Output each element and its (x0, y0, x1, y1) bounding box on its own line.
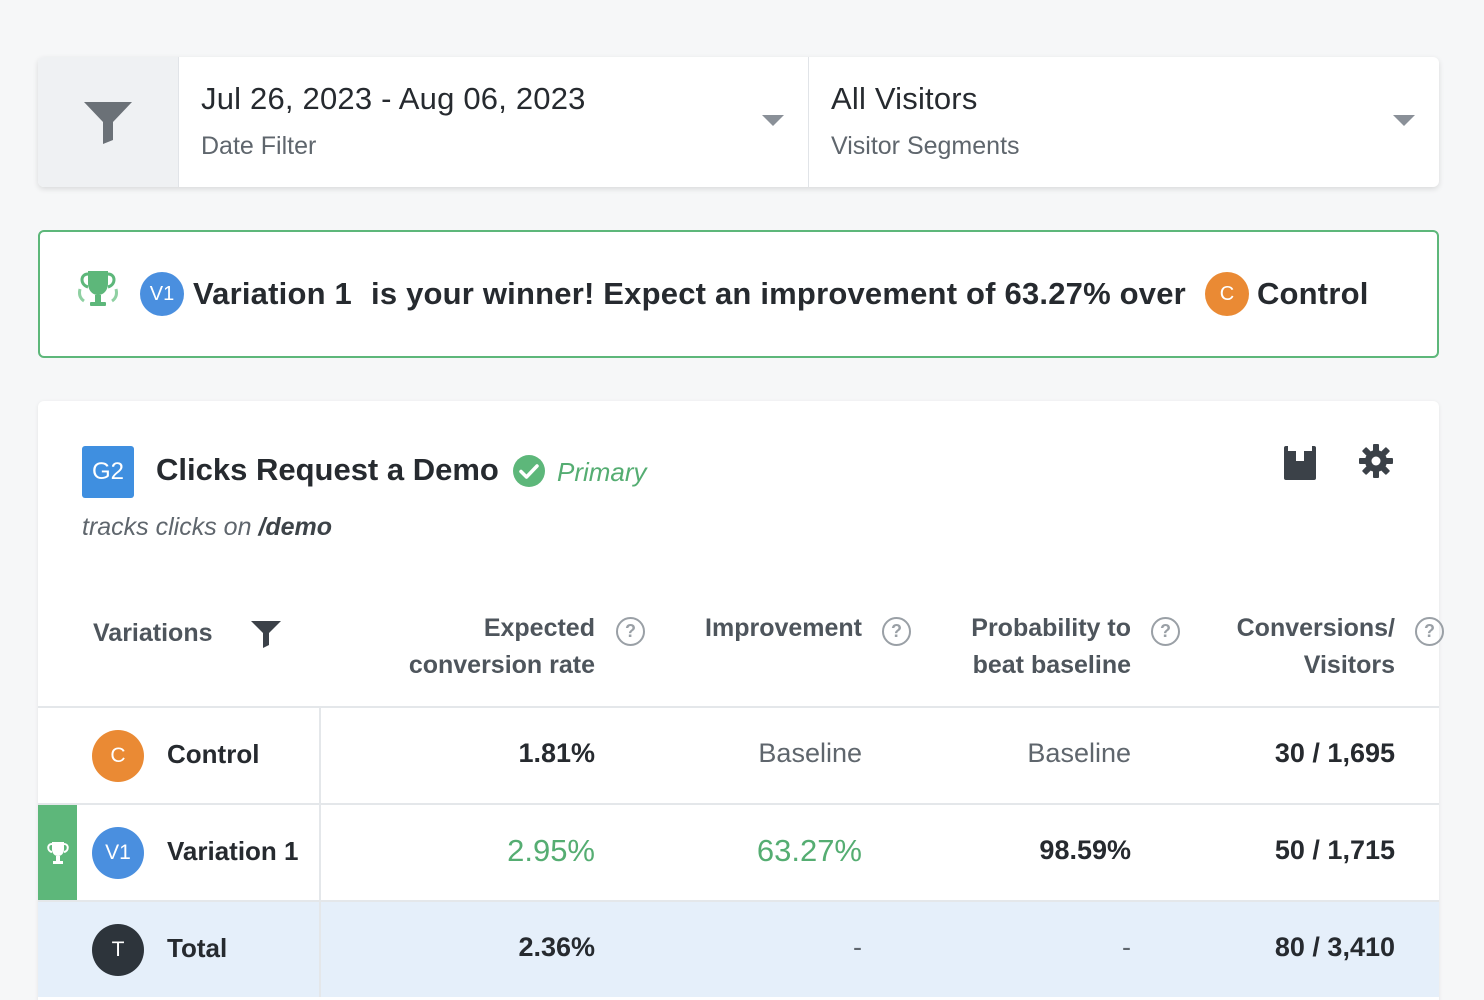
goal-title: Clicks Request a Demo (156, 452, 499, 487)
header-line: conversion rate (408, 651, 595, 679)
winner-banner: V1 Variation 1 is your winner! Expect an… (38, 230, 1439, 358)
goal-description: tracks clicks on /demo (82, 513, 332, 542)
header-line: Visitors (1303, 651, 1395, 679)
goal-description-prefix: tracks clicks on (82, 513, 252, 541)
goal-card: G2 Clicks Request a Demo Primary tracks … (38, 401, 1444, 1000)
table-row: V1 Variation 1 2.95% 63.27% 98.59% 50 / … (38, 803, 1439, 900)
winner-message: is your winner! Expect an improvement of… (371, 276, 1186, 311)
date-filter-label: Date Filter (201, 132, 317, 160)
primary-status-label: Primary (557, 457, 647, 487)
header-line: Probability to (971, 614, 1131, 642)
winner-marker (38, 805, 77, 900)
probability-value: 98.59% (1039, 835, 1131, 865)
column-header-conversions: Conversions/ Visitors (1135, 610, 1395, 684)
trophy-icon (46, 841, 69, 864)
help-icon[interactable]: ? (882, 617, 911, 646)
header-line: Expected (483, 614, 595, 642)
column-header-improvement: Improvement (705, 614, 862, 642)
column-header-expected-rate: Expected conversion rate (335, 610, 595, 684)
improvement-value: Baseline (758, 738, 862, 768)
date-filter-dropdown[interactable]: Jul 26, 2023 - Aug 06, 2023 Date Filter (179, 57, 809, 187)
control-badge: C (1204, 272, 1249, 316)
segment-value: All Visitors (831, 81, 978, 116)
help-icon[interactable]: ? (1151, 617, 1180, 646)
visitor-segment-dropdown[interactable]: All Visitors Visitor Segments (809, 57, 1439, 187)
conversions-value: 50 / 1,715 (1274, 835, 1395, 865)
chevron-down-icon (1393, 115, 1415, 126)
table-row-total: T Total 2.36% - - 80 / 3,410 (38, 900, 1439, 997)
goal-badge: G2 (82, 446, 134, 498)
chevron-down-icon (762, 115, 784, 126)
segment-label: Visitor Segments (831, 132, 1020, 160)
variation-badge: V1 (140, 272, 184, 316)
baseline-name: Control (1256, 276, 1369, 311)
improvement-value: - (853, 932, 862, 962)
table-row: C Control 1.81% Baseline Baseline 30 / 1… (38, 706, 1439, 803)
winner-name: Variation 1 (193, 276, 352, 311)
filter-icon[interactable] (250, 620, 282, 648)
total-badge: T (92, 924, 144, 976)
variation-name[interactable]: Variation 1 (167, 836, 299, 866)
date-range-value: Jul 26, 2023 - Aug 06, 2023 (201, 81, 586, 116)
report-icon[interactable] (1283, 445, 1317, 481)
variation-cell: C Control (38, 708, 321, 803)
help-icon[interactable]: ? (616, 617, 645, 646)
variation-cell: V1 Variation 1 (38, 805, 321, 900)
expected-rate-value: 1.81% (518, 738, 595, 768)
filter-toggle-button[interactable] (38, 57, 179, 187)
header-line: beat baseline (972, 651, 1131, 679)
variation-name: Total (167, 933, 228, 963)
variation-badge: V1 (92, 827, 144, 879)
probability-value: - (1122, 932, 1131, 962)
filter-icon (84, 102, 132, 144)
gear-icon[interactable] (1358, 443, 1394, 479)
variation-cell: T Total (38, 902, 321, 997)
control-badge: C (92, 730, 144, 782)
check-circle-icon (513, 455, 545, 487)
variation-name[interactable]: Control (167, 739, 260, 769)
trophy-icon (74, 265, 122, 313)
conversions-value: 80 / 3,410 (1274, 932, 1395, 962)
conversions-value: 30 / 1,695 (1274, 738, 1395, 768)
header-line: Conversions/ (1236, 614, 1395, 642)
probability-value: Baseline (1027, 738, 1131, 768)
expected-rate-value: 2.95% (507, 833, 595, 868)
column-header-variations: Variations (93, 619, 213, 647)
goal-target-url: /demo (258, 513, 333, 541)
help-icon[interactable]: ? (1415, 617, 1444, 646)
column-header-probability: Probability to beat baseline (871, 610, 1131, 684)
filter-bar: Jul 26, 2023 - Aug 06, 2023 Date Filter … (38, 57, 1439, 187)
expected-rate-value: 2.36% (518, 932, 595, 962)
improvement-value: 63.27% (756, 833, 862, 868)
